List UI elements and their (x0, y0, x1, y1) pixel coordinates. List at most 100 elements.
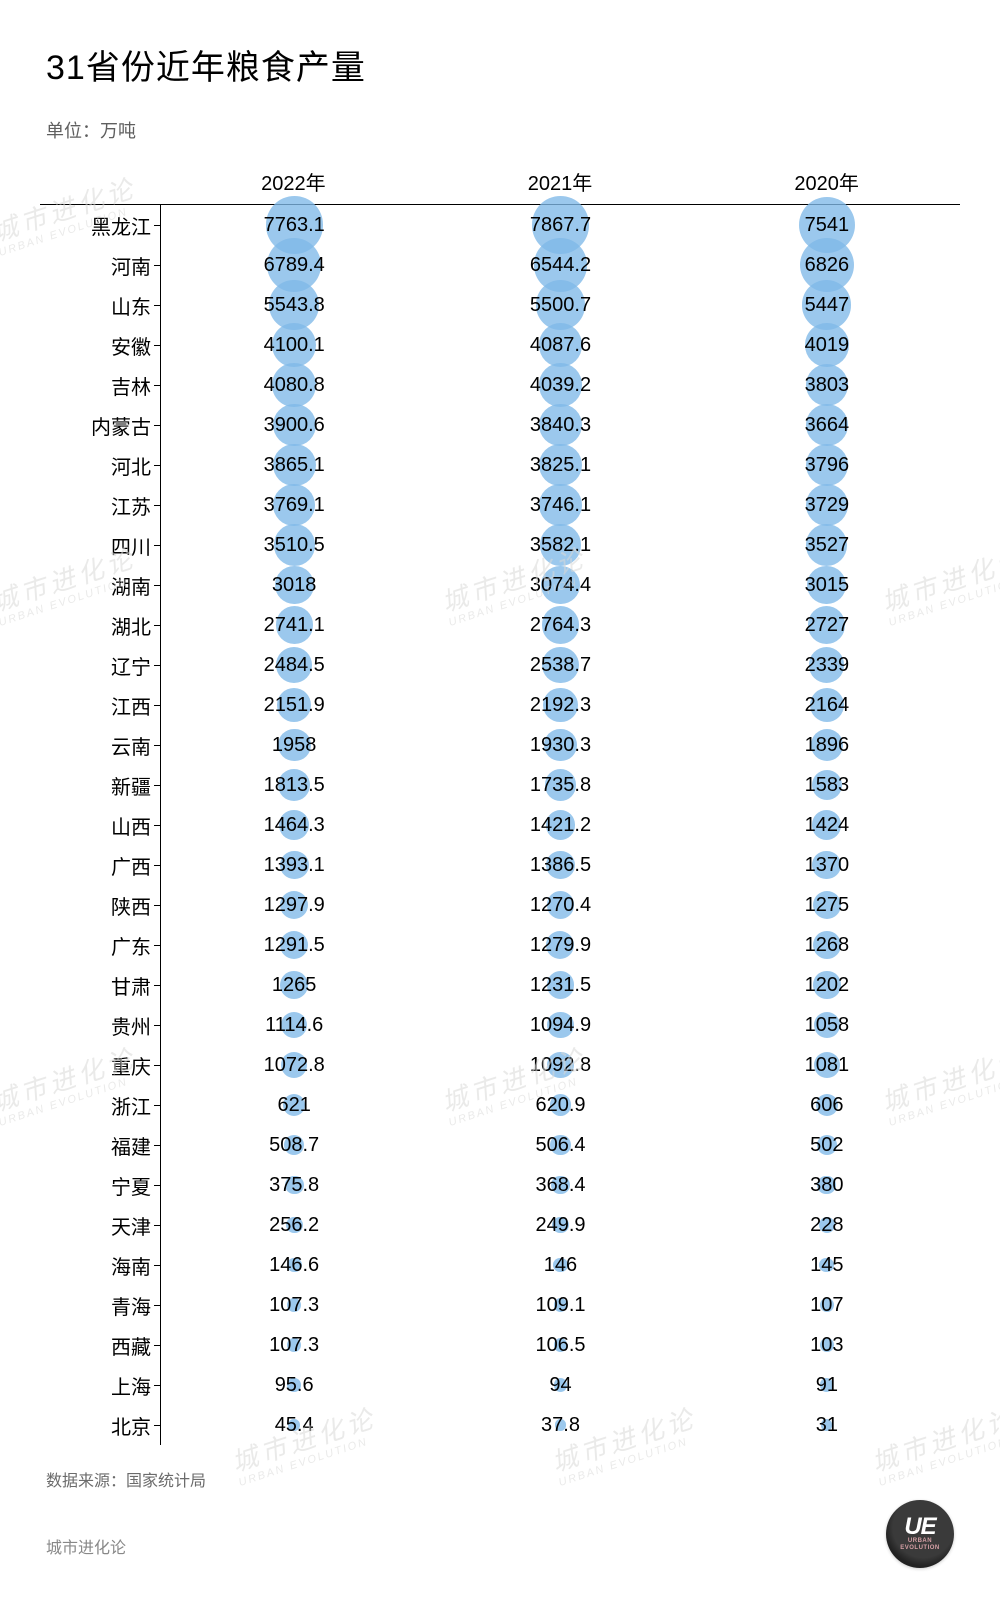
data-cell: 2484.5 (161, 645, 427, 685)
data-cell: 1202 (694, 965, 960, 1005)
province-label: 天津 (111, 1211, 151, 1240)
province-label: 上海 (111, 1371, 151, 1400)
province-label: 河北 (111, 451, 151, 480)
cell-value: 249.9 (535, 1214, 585, 1237)
axis-tick (154, 345, 161, 346)
cell-value: 3746.1 (530, 494, 591, 517)
province-label: 海南 (111, 1251, 151, 1280)
table-row: 吉林4080.84039.23803 (161, 365, 960, 405)
data-cell: 4100.1 (161, 325, 427, 365)
province-label: 湖北 (111, 611, 151, 640)
data-cell: 31 (694, 1405, 960, 1445)
data-cell: 1270.4 (427, 885, 693, 925)
cell-value: 3664 (805, 414, 850, 437)
axis-tick (154, 305, 161, 306)
data-cell: 1279.9 (427, 925, 693, 965)
cell-value: 1270.4 (530, 894, 591, 917)
footer-brand: 城市进化论 (46, 1534, 126, 1558)
cell-value: 6544.2 (530, 254, 591, 277)
table-row: 青海107.3109.1107 (161, 1285, 960, 1325)
data-cell: 3510.5 (161, 525, 427, 565)
province-label: 福建 (111, 1131, 151, 1160)
data-cell: 1370 (694, 845, 960, 885)
cell-value: 380 (810, 1174, 843, 1197)
table-row: 浙江621620.9606 (161, 1085, 960, 1125)
cell-value: 6826 (805, 254, 850, 277)
data-cell: 5500.7 (427, 285, 693, 325)
data-cell: 2164 (694, 685, 960, 725)
axis-tick (154, 1305, 161, 1306)
axis-tick (154, 865, 161, 866)
province-label: 广西 (111, 851, 151, 880)
province-label: 宁夏 (111, 1171, 151, 1200)
table-row: 江西2151.92192.32164 (161, 685, 960, 725)
cell-value: 3015 (805, 574, 850, 597)
data-cell: 502 (694, 1125, 960, 1165)
data-cell: 3746.1 (427, 485, 693, 525)
data-cell: 3074.4 (427, 565, 693, 605)
cell-value: 1265 (272, 974, 317, 997)
data-cell: 146 (427, 1245, 693, 1285)
table-row: 江苏3769.13746.13729 (161, 485, 960, 525)
cell-value: 91 (816, 1374, 838, 1397)
table-row: 山东5543.85500.75447 (161, 285, 960, 325)
cell-value: 2339 (805, 654, 850, 677)
data-cell: 2151.9 (161, 685, 427, 725)
data-cell: 95.6 (161, 1365, 427, 1405)
table-row: 重庆1072.81092.81081 (161, 1045, 960, 1085)
data-cell: 1958 (161, 725, 427, 765)
axis-tick (154, 905, 161, 906)
cell-value: 1275 (805, 894, 850, 917)
table-row: 天津256.2249.9228 (161, 1205, 960, 1245)
data-cell: 6826 (694, 245, 960, 285)
data-cell: 4080.8 (161, 365, 427, 405)
cell-value: 508.7 (269, 1134, 319, 1157)
cell-value: 1464.3 (264, 814, 325, 837)
cell-value: 3074.4 (530, 574, 591, 597)
axis-tick (154, 1145, 161, 1146)
axis-tick (154, 465, 161, 466)
table-row: 宁夏375.8368.4380 (161, 1165, 960, 1205)
cell-value: 256.2 (269, 1214, 319, 1237)
cell-value: 1958 (272, 734, 317, 757)
province-label: 贵州 (111, 1011, 151, 1040)
data-cell: 3729 (694, 485, 960, 525)
data-cell: 3900.6 (161, 405, 427, 445)
data-cell: 1930.3 (427, 725, 693, 765)
cell-value: 4080.8 (264, 374, 325, 397)
data-cell: 107 (694, 1285, 960, 1325)
cell-value: 1114.6 (265, 1014, 323, 1037)
cell-value: 7541 (805, 214, 850, 237)
cell-value: 502 (810, 1134, 843, 1157)
cell-value: 1386.5 (530, 854, 591, 877)
cell-value: 3825.1 (530, 454, 591, 477)
page: 31省份近年粮食产量 单位：万吨 2022年 2021年 2020年 黑龙江77… (0, 0, 1000, 1600)
table-row: 福建508.7506.4502 (161, 1125, 960, 1165)
province-label: 西藏 (111, 1331, 151, 1360)
cell-value: 37.8 (541, 1414, 580, 1437)
data-cell: 145 (694, 1245, 960, 1285)
table-row: 陕西1297.91270.41275 (161, 885, 960, 925)
cell-value: 3729 (805, 494, 850, 517)
axis-tick (154, 825, 161, 826)
data-cell: 2727 (694, 605, 960, 645)
cell-value: 3900.6 (264, 414, 325, 437)
data-cell: 94 (427, 1365, 693, 1405)
province-label: 浙江 (111, 1091, 151, 1120)
cell-value: 3796 (805, 454, 850, 477)
cell-value: 620.9 (535, 1094, 585, 1117)
cell-value: 6789.4 (264, 254, 325, 277)
data-cell: 1114.6 (161, 1005, 427, 1045)
data-cell: 380 (694, 1165, 960, 1205)
data-cell: 1081 (694, 1045, 960, 1085)
table-row: 新疆1813.51735.81583 (161, 765, 960, 805)
data-cell: 1386.5 (427, 845, 693, 885)
cell-value: 7867.7 (530, 214, 591, 237)
data-cell: 1421.2 (427, 805, 693, 845)
cell-value: 45.4 (275, 1414, 314, 1437)
data-cell: 375.8 (161, 1165, 427, 1205)
data-cell: 1583 (694, 765, 960, 805)
cell-value: 3803 (805, 374, 850, 397)
cell-value: 5543.8 (264, 294, 325, 317)
table-row: 海南146.6146145 (161, 1245, 960, 1285)
